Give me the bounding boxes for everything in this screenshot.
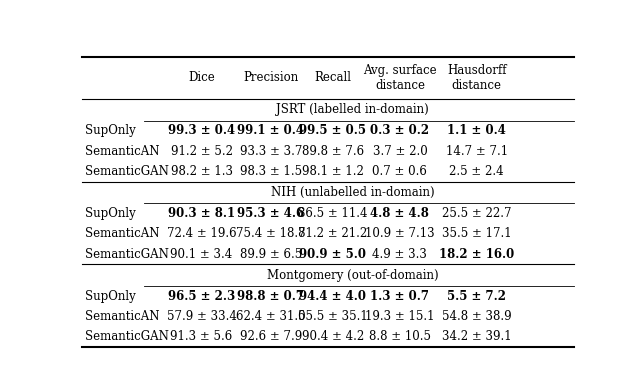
Text: 62.4 ± 31.0: 62.4 ± 31.0 xyxy=(236,310,306,323)
Text: 55.5 ± 35.1: 55.5 ± 35.1 xyxy=(298,310,368,323)
Text: 89.8 ± 7.6: 89.8 ± 7.6 xyxy=(302,145,364,158)
Text: 3.7 ± 2.0: 3.7 ± 2.0 xyxy=(372,145,428,158)
Text: Montgomery (out-of-domain): Montgomery (out-of-domain) xyxy=(267,269,438,282)
Text: 98.3 ± 1.5: 98.3 ± 1.5 xyxy=(240,165,302,178)
Text: SemanticAN: SemanticAN xyxy=(85,227,159,241)
Text: 10.9 ± 7.13: 10.9 ± 7.13 xyxy=(365,227,435,241)
Text: 4.8 ± 4.8: 4.8 ± 4.8 xyxy=(371,207,429,220)
Text: 99.5 ± 0.5: 99.5 ± 0.5 xyxy=(300,124,367,137)
Text: 91.3 ± 5.6: 91.3 ± 5.6 xyxy=(170,331,233,343)
Text: 86.5 ± 11.4: 86.5 ± 11.4 xyxy=(298,207,368,220)
Text: 75.4 ± 18.8: 75.4 ± 18.8 xyxy=(236,227,306,241)
Text: Hausdorff
distance: Hausdorff distance xyxy=(447,64,506,92)
Text: 19.3 ± 15.1: 19.3 ± 15.1 xyxy=(365,310,435,323)
Text: SupOnly: SupOnly xyxy=(85,290,136,303)
Text: JSRT (labelled in-domain): JSRT (labelled in-domain) xyxy=(276,103,429,116)
Text: 99.1 ± 0.4: 99.1 ± 0.4 xyxy=(237,124,305,137)
Text: 95.3 ± 4.6: 95.3 ± 4.6 xyxy=(237,207,305,220)
Text: Dice: Dice xyxy=(188,71,215,84)
Text: 57.9 ± 33.4: 57.9 ± 33.4 xyxy=(166,310,236,323)
Text: 98.2 ± 1.3: 98.2 ± 1.3 xyxy=(170,165,232,178)
Text: Recall: Recall xyxy=(314,71,351,84)
Text: NIH (unlabelled in-domain): NIH (unlabelled in-domain) xyxy=(271,186,435,199)
Text: 98.1 ± 1.2: 98.1 ± 1.2 xyxy=(302,165,364,178)
Text: 91.2 ± 5.2: 91.2 ± 5.2 xyxy=(170,145,232,158)
Text: Precision: Precision xyxy=(243,71,299,84)
Text: 34.2 ± 39.1: 34.2 ± 39.1 xyxy=(442,331,511,343)
Text: SemanticGAN: SemanticGAN xyxy=(85,165,169,178)
Text: 4.9 ± 3.3: 4.9 ± 3.3 xyxy=(372,248,428,261)
Text: SemanticAN: SemanticAN xyxy=(85,310,159,323)
Text: SemanticGAN: SemanticGAN xyxy=(85,331,169,343)
Text: 2.5 ± 2.4: 2.5 ± 2.4 xyxy=(449,165,504,178)
Text: 90.9 ± 5.0: 90.9 ± 5.0 xyxy=(300,248,367,261)
Text: 25.5 ± 22.7: 25.5 ± 22.7 xyxy=(442,207,511,220)
Text: 35.5 ± 17.1: 35.5 ± 17.1 xyxy=(442,227,511,241)
Text: 5.5 ± 7.2: 5.5 ± 7.2 xyxy=(447,290,506,303)
Text: 96.5 ± 2.3: 96.5 ± 2.3 xyxy=(168,290,235,303)
Text: 94.4 ± 4.0: 94.4 ± 4.0 xyxy=(300,290,367,303)
Text: 1.1 ± 0.4: 1.1 ± 0.4 xyxy=(447,124,506,137)
Text: 93.3 ± 3.7: 93.3 ± 3.7 xyxy=(240,145,302,158)
Text: 14.7 ± 7.1: 14.7 ± 7.1 xyxy=(445,145,508,158)
Text: 90.4 ± 4.2: 90.4 ± 4.2 xyxy=(302,331,364,343)
Text: SupOnly: SupOnly xyxy=(85,124,136,137)
Text: SupOnly: SupOnly xyxy=(85,207,136,220)
Text: 89.9 ± 6.5: 89.9 ± 6.5 xyxy=(240,248,302,261)
Text: 72.4 ± 19.6: 72.4 ± 19.6 xyxy=(166,227,236,241)
Text: 54.8 ± 38.9: 54.8 ± 38.9 xyxy=(442,310,511,323)
Text: SemanticAN: SemanticAN xyxy=(85,145,159,158)
Text: 0.3 ± 0.2: 0.3 ± 0.2 xyxy=(371,124,429,137)
Text: 1.3 ± 0.7: 1.3 ± 0.7 xyxy=(371,290,429,303)
Text: Avg. surface
distance: Avg. surface distance xyxy=(363,64,436,92)
Text: 0.7 ± 0.6: 0.7 ± 0.6 xyxy=(372,165,428,178)
Text: 71.2 ± 21.2: 71.2 ± 21.2 xyxy=(298,227,367,241)
Text: 92.6 ± 7.9: 92.6 ± 7.9 xyxy=(240,331,302,343)
Text: 18.2 ± 16.0: 18.2 ± 16.0 xyxy=(439,248,515,261)
Text: 90.1 ± 3.4: 90.1 ± 3.4 xyxy=(170,248,233,261)
Text: 99.3 ± 0.4: 99.3 ± 0.4 xyxy=(168,124,235,137)
Text: 8.8 ± 10.5: 8.8 ± 10.5 xyxy=(369,331,431,343)
Text: SemanticGAN: SemanticGAN xyxy=(85,248,169,261)
Text: 98.8 ± 0.7: 98.8 ± 0.7 xyxy=(237,290,305,303)
Text: 90.3 ± 8.1: 90.3 ± 8.1 xyxy=(168,207,235,220)
